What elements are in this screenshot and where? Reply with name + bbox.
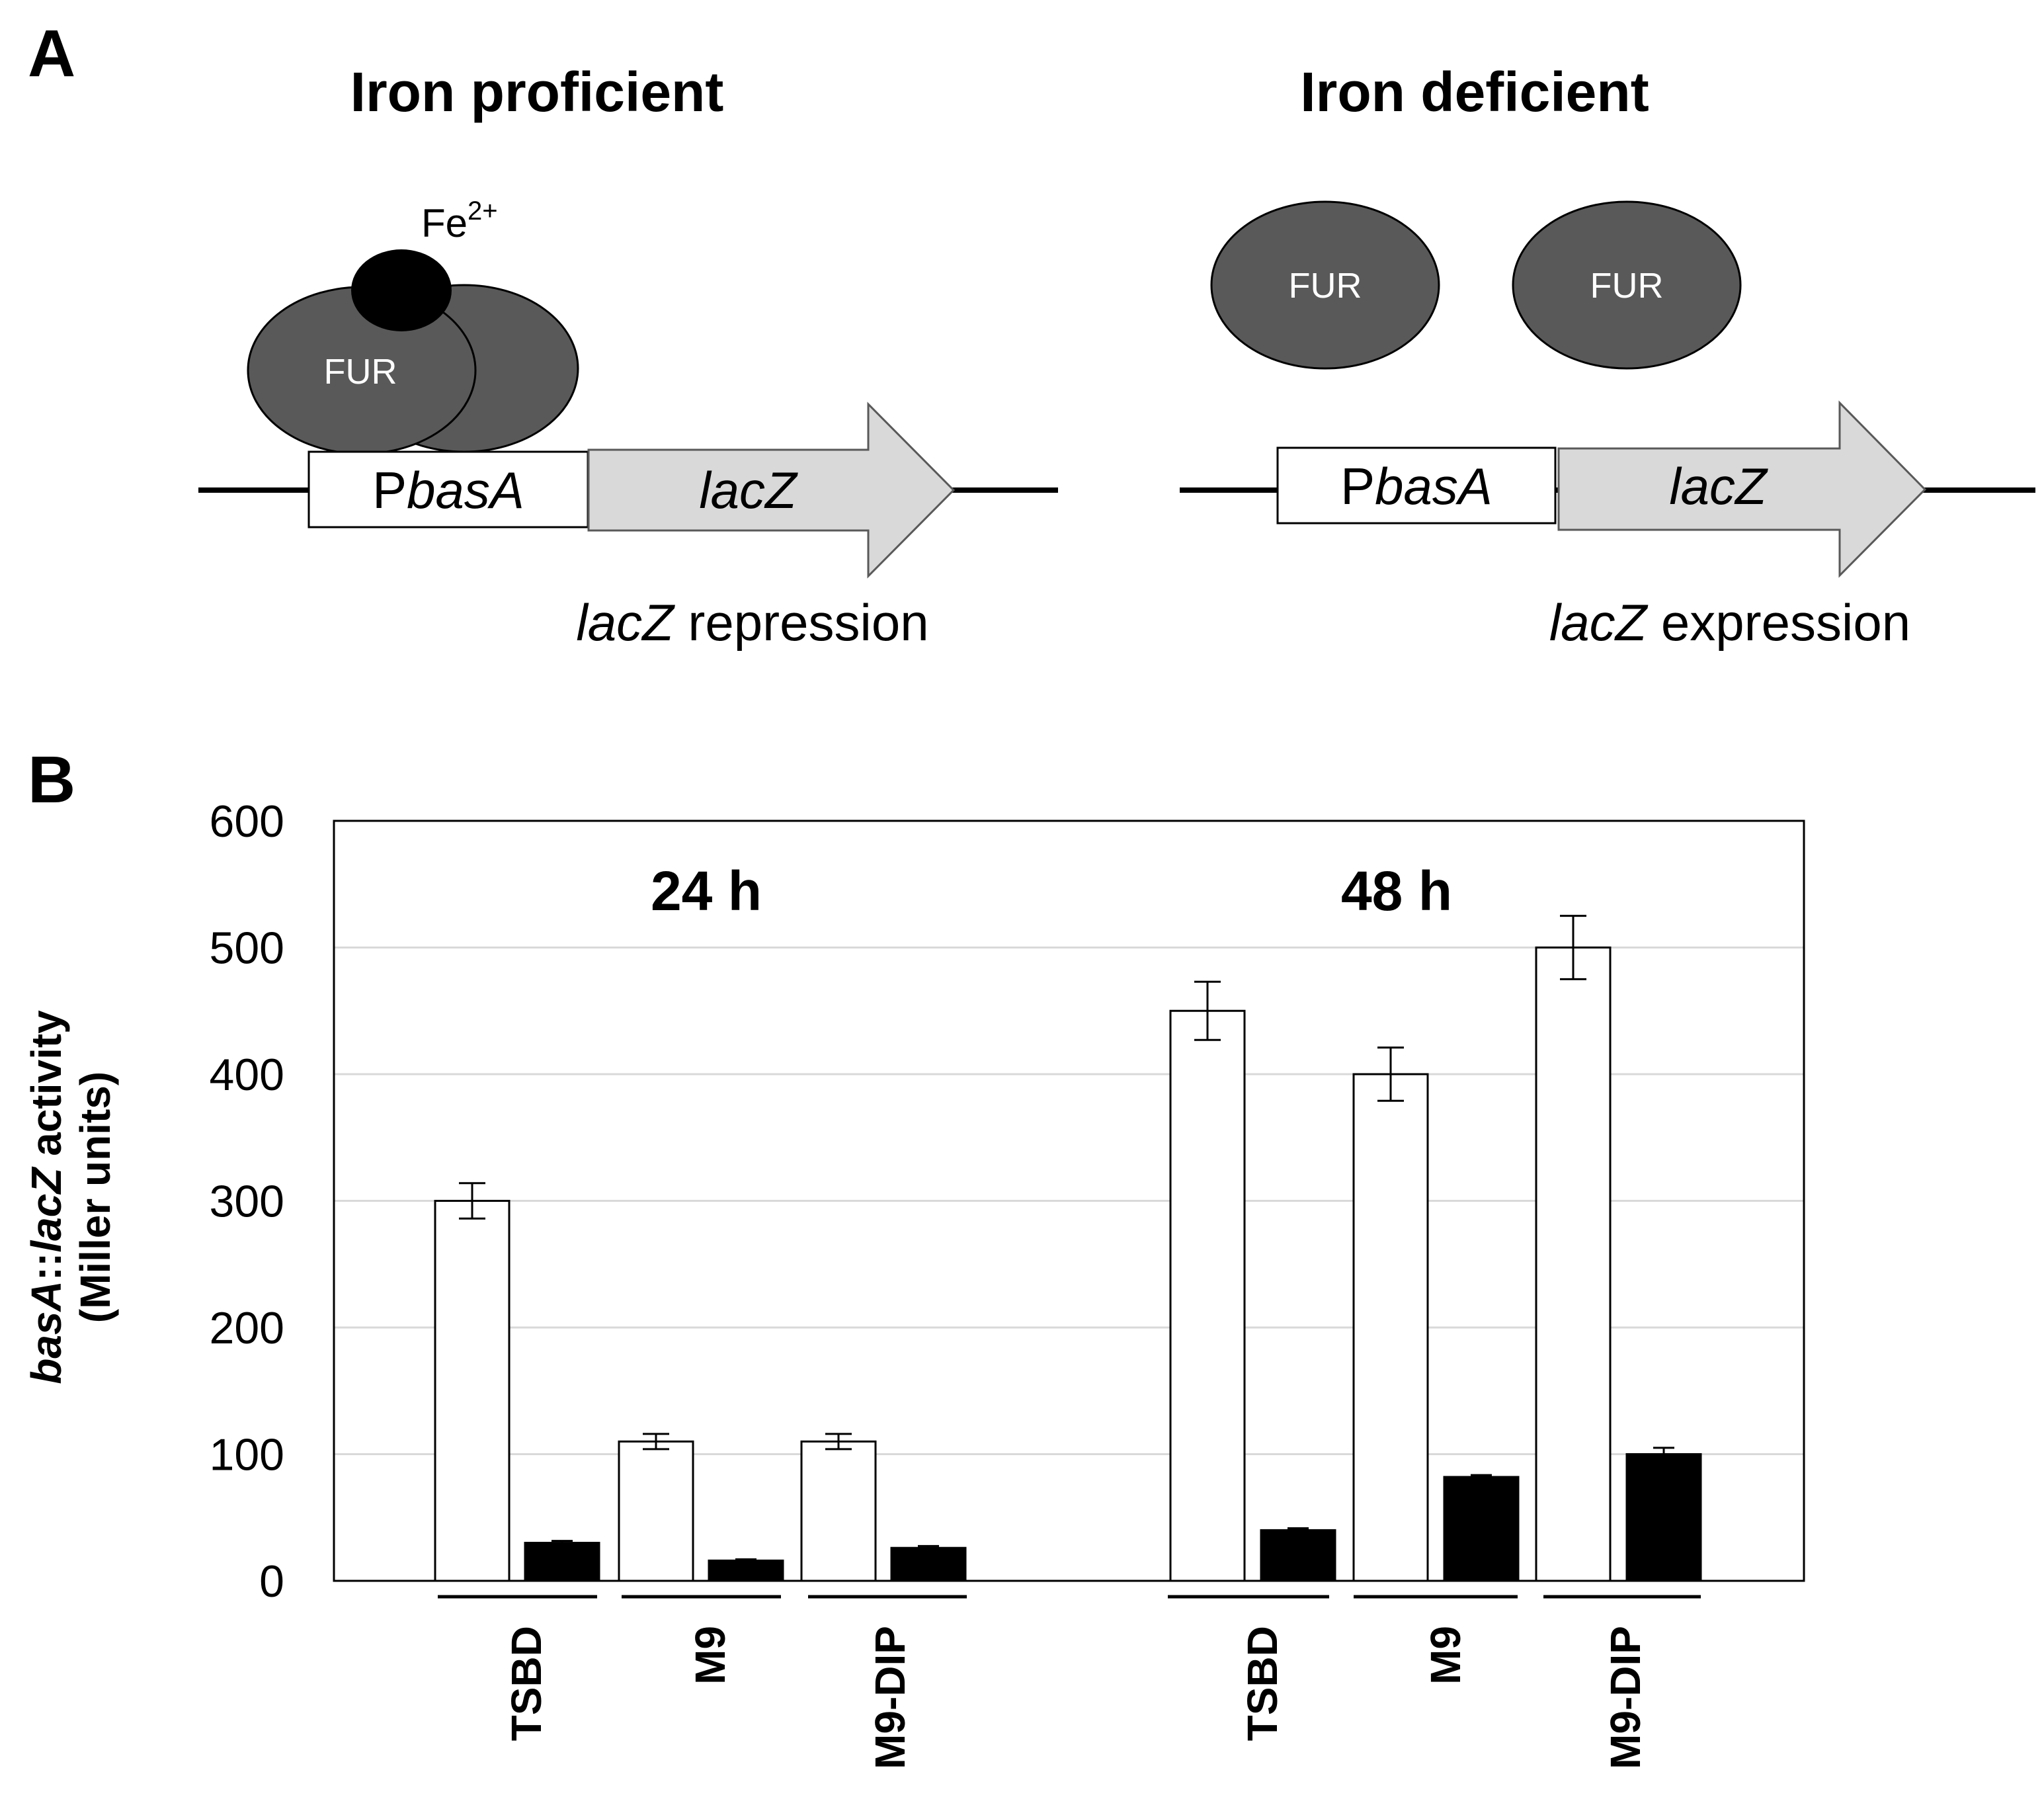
iron-proficient-title: Iron proficient — [350, 61, 724, 123]
fur-free-1-label: FUR — [1289, 266, 1362, 306]
bar-m9-dip-0-filled — [890, 1546, 967, 1582]
lacz-label-right: lacZ — [1669, 457, 1768, 515]
fur-label-bound: FUR — [324, 352, 397, 392]
panel-b: B 0 100 200 300 400 500 600 24 h 48 h TSBD M9 M9-… — [22, 743, 1805, 1769]
category-label-tsbd-1: TSBD — [1239, 1626, 1286, 1741]
plot-area-frame — [333, 820, 1805, 1582]
y-axis-label: basA::lacZ activity (Miller units) — [22, 1010, 119, 1384]
fur-free-2-label: FUR — [1590, 266, 1664, 306]
y-tick-label-0: 0 — [259, 1556, 284, 1607]
fur-free-1 — [1210, 200, 1440, 370]
group-title-0: 24 h — [651, 860, 762, 922]
fe-ion-label: Fe2+ — [421, 196, 498, 245]
bar-tsbd-1-open — [1169, 1009, 1246, 1582]
group-title-1: 48 h — [1341, 860, 1452, 922]
lacz-expression-caption: lacZ expression — [1549, 593, 1910, 652]
bar-m9-dip-0-open — [800, 1440, 877, 1582]
y-axis-label-line1: basA::lacZ activity — [22, 1010, 70, 1384]
group-titles: 24 h 48 h — [651, 860, 1452, 922]
lacz-repression-caption: lacZ repression — [576, 593, 928, 652]
bar-m9-0-open — [618, 1440, 694, 1582]
y-tick-label-100: 100 — [210, 1430, 284, 1480]
panel-b-label: B — [28, 743, 75, 817]
promoter-label-left: PbasA — [372, 461, 524, 519]
y-tick-label-300: 300 — [210, 1177, 284, 1227]
y-tick-label-200: 200 — [210, 1303, 284, 1353]
category-label-m9-dip-1: M9-DIP — [1602, 1626, 1649, 1769]
bar-m9-dip-1-open — [1535, 947, 1612, 1582]
panel-a-label: A — [28, 17, 75, 91]
chart-bars — [434, 947, 1702, 1582]
category-labels: TSBD M9 M9-DIP TSBD M9 M9-DIP — [503, 1626, 1649, 1769]
bar-tsbd-1-filled — [1260, 1529, 1336, 1582]
category-label-m9-dip-0: M9-DIP — [866, 1626, 914, 1769]
category-label-m9-0: M9 — [686, 1626, 734, 1685]
panel-a: A Iron proficient FUR Fe2+ PbasA lacZ la… — [28, 17, 2035, 652]
promoter-label-right: PbasA — [1340, 457, 1492, 515]
y-tick-label-400: 400 — [210, 1050, 284, 1100]
bar-m9-1-filled — [1443, 1476, 1520, 1582]
lacz-arrow-left — [587, 401, 956, 579]
fur-free-2 — [1512, 200, 1742, 370]
iron-deficient-title: Iron deficient — [1300, 61, 1649, 123]
bar-m9-0-filled — [708, 1559, 784, 1582]
bar-tsbd-0-open — [434, 1200, 511, 1582]
category-label-tsbd-0: TSBD — [503, 1626, 550, 1741]
promoter-box-right — [1276, 446, 1557, 525]
bar-tsbd-0-filled — [524, 1542, 600, 1582]
y-tick-label-500: 500 — [210, 923, 284, 974]
bar-m9-dip-1-filled — [1625, 1453, 1702, 1582]
bar-m9-1-open — [1352, 1073, 1429, 1582]
y-axis-label-line2: (Miller units) — [71, 1072, 119, 1323]
chart-error-bars — [459, 915, 1674, 1563]
diagram-iron-proficient: Iron proficient FUR Fe2+ PbasA lacZ lacZ… — [198, 61, 1058, 652]
promoter-box-left — [307, 450, 589, 528]
category-label-m9-1: M9 — [1422, 1626, 1469, 1685]
fe-ion — [351, 249, 452, 331]
diagram-iron-deficient: Iron deficient FUR FUR PbasA lacZ lacZ e… — [1180, 61, 2035, 652]
y-axis-ticks: 0 100 200 300 400 500 600 — [210, 796, 284, 1607]
y-tick-label-600: 600 — [210, 796, 284, 847]
lacz-label-left: lacZ — [699, 461, 798, 519]
lacz-arrow-right — [1557, 400, 1927, 578]
